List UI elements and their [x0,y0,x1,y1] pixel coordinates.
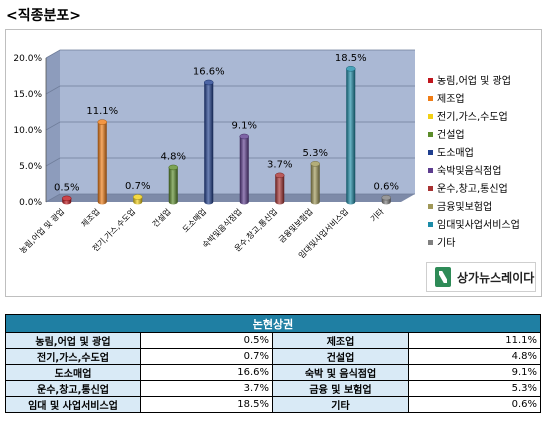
data-label: 11.1% [86,106,118,117]
bar-top [239,133,249,140]
legend-swatch [428,186,433,191]
bar-top [97,119,107,125]
legend-swatch [428,240,433,245]
bar [97,122,107,205]
row-label: 금융 및 보험업 [272,380,409,397]
x-tick-label: 농림,어업 및 광업 [17,206,66,255]
gridline [45,49,415,59]
chart-frame: 0.0% 5.0% 10.0% 15.0% 20.0% 0.5% 농림,어업 및 광업 11.… [5,29,542,297]
data-label: 0.7% [125,181,150,192]
bar-top [204,79,214,86]
row-label: 농림,어업 및 광업 [5,332,141,349]
gridline [45,85,415,95]
bar [204,82,214,205]
bar-top [346,66,356,72]
gridline [45,157,415,167]
row-label: 전기,가스,수도업 [5,348,141,365]
row-value: 4.8% [407,348,542,365]
bar-top [381,194,391,201]
row-value: 3.7% [140,380,273,397]
table-row: 운수,창고,통신업 3.7% 금융 및 보험업 5.3% [5,380,542,397]
x-tick-label: 건설업 [150,206,173,229]
table-row: 전기,가스,수도업 0.7% 건설업 4.8% [5,348,542,365]
row-label: 건설업 [272,348,409,365]
legend-label: 금융및보험업 [437,200,492,213]
legend-swatch [428,204,433,209]
bar-top [310,161,320,167]
legend-label: 제조업 [437,92,465,105]
x-tick-label: 제조업 [80,207,102,229]
brand-logo: 상가뉴스레이다 [426,262,536,292]
data-label: 18.5% [335,53,367,64]
legend-swatch [428,78,433,83]
brand-name: 상가뉴스레이다 [457,270,535,285]
x-tick-label: 금융및보험업 [276,206,314,244]
bar [168,167,178,205]
legend-label: 운수,창고,통신업 [437,182,508,195]
row-value: 16.6% [140,364,273,381]
summary-table: 논현상권 농림,어업 및 광업 0.5% 제조업 11.1% 전기,가스,수도업 0.7%… [4,314,542,413]
data-label: 0.6% [374,182,399,193]
legend-label: 농림,어업 및 광업 [437,74,511,87]
legend-swatch [428,150,433,155]
legend-label: 전기,가스,수도업 [437,110,508,123]
row-label: 운수,창고,통신업 [5,380,141,397]
row-label: 기타 [272,396,409,413]
legend-label: 도소매업 [437,146,474,159]
table-row: 농림,어업 및 광업 0.5% 제조업 11.1% [5,332,542,349]
brand-icon [435,267,451,287]
page-title: <직종분포> [6,8,81,24]
legend-swatch [428,96,433,101]
data-label: 3.7% [267,159,292,170]
legend-swatch [428,114,433,119]
row-label: 도소매업 [5,364,141,381]
legend-label: 임대및사업서비스업 [437,218,520,231]
y-tick-label: 20.0% [13,54,42,64]
table-header: 논현상권 [4,314,542,333]
row-value: 0.6% [407,396,542,413]
row-label: 숙박 및 음식점업 [272,364,409,381]
bar-top [168,164,178,171]
legend-label: 건설업 [437,128,465,141]
table-row: 도소매업 16.6% 숙박 및 음식점업 9.1% [5,364,542,381]
x-tick-label: 도소매업 [181,207,208,234]
bar [310,163,320,205]
bar-top [133,194,143,200]
y-tick-label: 10.0% [13,126,42,136]
row-value: 5.3% [407,380,542,397]
row-value: 11.1% [407,332,542,349]
row-value: 0.5% [140,332,273,349]
table-row: 임대 및 사업서비스업 18.5% 기타 0.6% [5,396,542,413]
row-value: 9.1% [407,364,542,381]
legend-swatch [428,132,433,137]
legend-label: 기타 [437,237,455,249]
gridline [45,193,415,203]
y-tick-label: 5.0% [19,162,42,172]
bar [346,68,356,205]
legend-swatch [428,168,433,173]
y-tick-label: 0.0% [19,198,42,208]
bar-top [275,172,285,179]
y-tick-label: 15.0% [13,90,42,100]
row-label: 임대 및 사업서비스업 [5,396,141,413]
legend-swatch [428,222,433,227]
data-label: 5.3% [303,148,328,159]
bar [275,175,285,205]
data-label: 4.8% [161,151,186,162]
row-value: 0.7% [140,348,273,365]
bar-top [62,195,72,202]
x-tick-label: 기타 [369,207,386,224]
data-label: 16.6% [193,66,225,77]
row-value: 18.5% [140,396,273,413]
bar [239,136,249,205]
legend-label: 숙박및음식점업 [437,164,501,177]
data-label: 9.1% [232,120,257,131]
bar-chart: 0.0% 5.0% 10.0% 15.0% 20.0% 0.5% 농림,어업 및 광업 11.… [13,49,520,260]
data-label: 0.5% [54,182,79,193]
gridline [45,121,415,131]
row-label: 제조업 [272,332,409,349]
